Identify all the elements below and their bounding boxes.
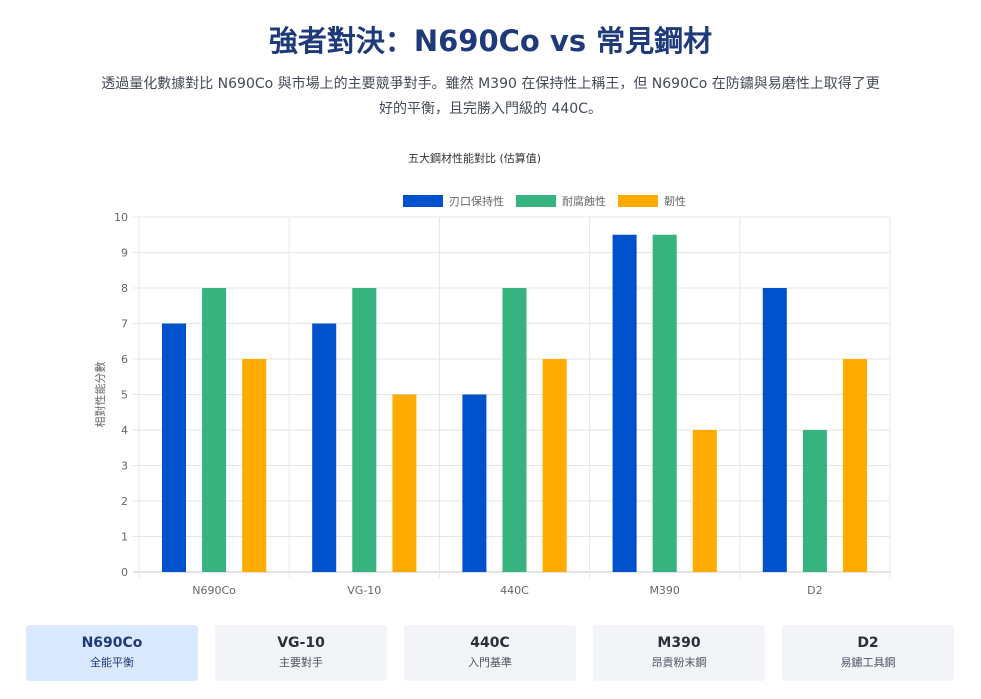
steel-card-440c[interactable]: 440C 入門基準 (404, 625, 576, 681)
steel-card-n690co[interactable]: N690Co 全能平衡 (26, 625, 198, 681)
x-tick-label: 440C (500, 584, 529, 597)
legend-swatch (618, 195, 658, 207)
bar-440c-3 (542, 359, 567, 572)
y-tick-label: 3 (121, 460, 128, 473)
steel-card-m390[interactable]: M390 昂貴粉末鋼 (593, 625, 765, 681)
steel-card-desc: 主要對手 (279, 656, 323, 669)
page-title: 強者對決：N690Co vs 常見鋼材 (268, 24, 713, 58)
legend-swatch (516, 195, 556, 207)
bar-m390-3 (692, 430, 717, 572)
chart-title: 五大鋼材性能對比 (估算值) (408, 151, 541, 165)
y-tick-label: 7 (121, 318, 128, 331)
bar-n690co-1 (161, 323, 187, 572)
legend-label: 耐腐蝕性 (562, 194, 606, 208)
bar-d2-3 (842, 359, 868, 572)
bar-440c-2 (502, 288, 527, 572)
y-tick-label: 0 (121, 566, 128, 579)
bar-m390-2 (652, 234, 677, 572)
steel-card-desc: 全能平衡 (90, 656, 134, 669)
bar-chart: 五大鋼材性能對比 (估算值) 刃口保持性 耐腐蝕性 韌性 0 1 2 3 4 5 6 7 8 9 10 相對性… (93, 151, 891, 597)
y-tick-label: 4 (121, 424, 128, 437)
bar-m390-1 (612, 234, 637, 572)
y-tick-label: 1 (121, 531, 128, 544)
steel-card-desc: 入門基準 (468, 656, 512, 669)
legend-label: 刃口保持性 (449, 194, 504, 208)
steel-card-name: VG-10 (277, 635, 325, 651)
bar-440c-1 (462, 394, 487, 572)
bar-vg-10-1 (312, 323, 337, 572)
x-tick-label: D2 (807, 584, 822, 597)
x-tick-label: M390 (649, 584, 680, 597)
page-subtitle: 透過量化數據對比 N690Co 與市場上的主要競爭對手。雖然 M390 在保持性… (101, 76, 880, 117)
y-tick-label: 6 (121, 353, 128, 366)
bar-n690co-2 (202, 288, 227, 572)
steel-card-desc: 易鏽工具鋼 (840, 656, 896, 669)
steel-card-vg10[interactable]: VG-10 主要對手 (215, 625, 387, 681)
bar-d2-2 (802, 430, 827, 572)
legend-swatch (403, 195, 443, 207)
y-tick-label: 2 (121, 495, 128, 508)
bar-n690co-3 (242, 359, 267, 572)
y-tick-label: 5 (121, 389, 128, 402)
x-tick-label: N690Co (192, 584, 236, 597)
x-tick-label: VG-10 (347, 584, 381, 597)
steel-card-name: 440C (470, 635, 510, 651)
y-tick-label: 10 (114, 211, 128, 224)
steel-card-name: N690Co (81, 635, 143, 651)
steel-card-list: N690Co 全能平衡 VG-10 主要對手 440C 入門基準 M390 昂貴… (26, 625, 954, 681)
steel-card-name: M390 (657, 635, 701, 651)
steel-card-d2[interactable]: D2 易鏽工具鋼 (782, 625, 954, 681)
legend-label: 韌性 (664, 194, 686, 208)
steel-card-name: D2 (857, 635, 879, 651)
steel-card-desc: 昂貴粉末鋼 (651, 656, 707, 669)
bar-vg-10-2 (352, 288, 377, 572)
bar-vg-10-3 (392, 394, 417, 572)
bar-d2-1 (762, 288, 787, 572)
y-axis-title: 相對性能分數 (93, 362, 107, 428)
y-tick-label: 8 (121, 282, 128, 295)
y-tick-label: 9 (121, 247, 128, 260)
